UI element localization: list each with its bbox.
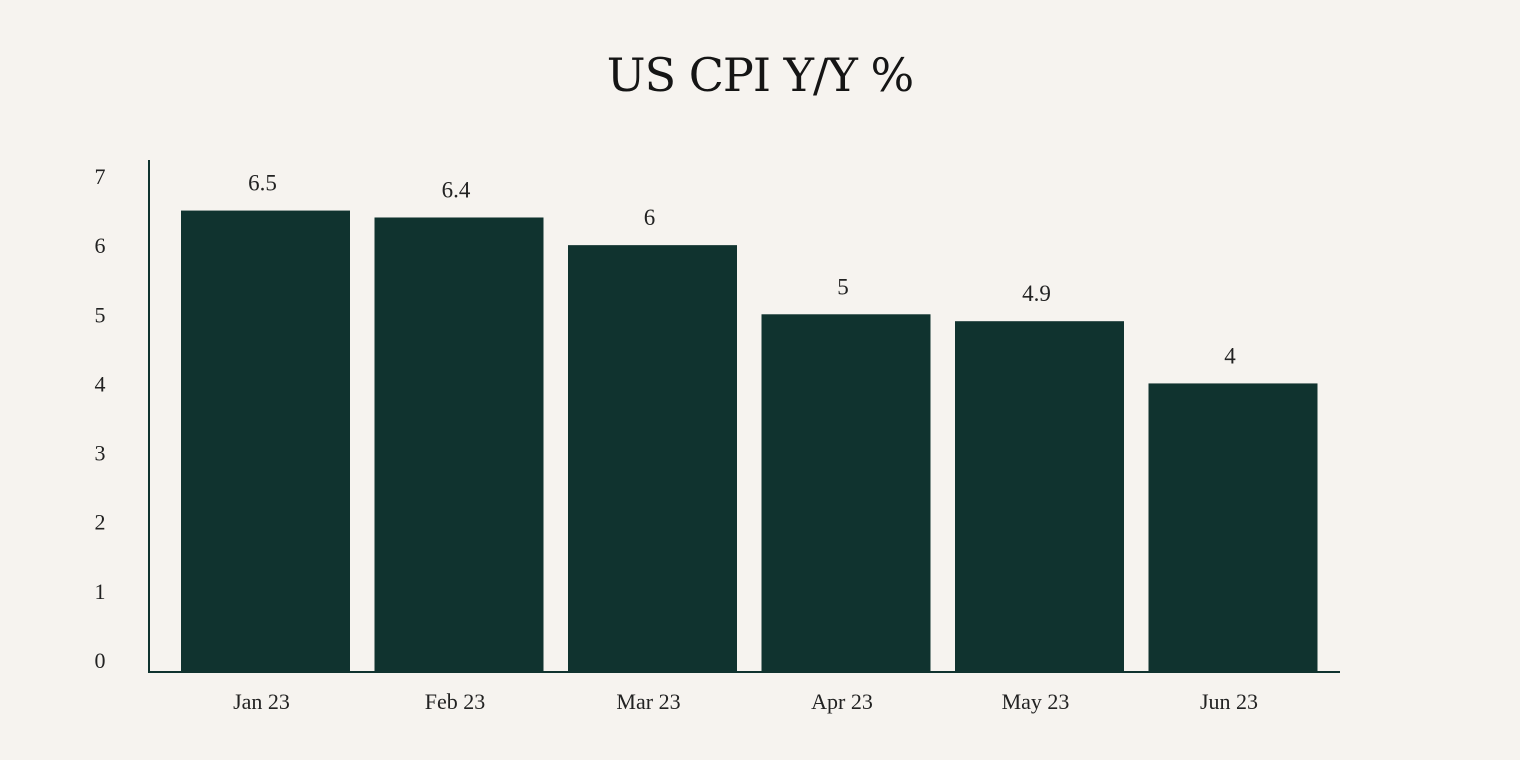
data-label: 4.9 [1022, 281, 1051, 306]
data-label: 5 [837, 274, 849, 299]
value-labels-group: 6.5 6.4 6 5 4.9 4 [248, 171, 1236, 369]
data-label: 6.5 [248, 171, 277, 196]
bar [1148, 383, 1318, 672]
data-label: 4 [1224, 343, 1236, 368]
chart-title: US CPI Y/Y % [606, 48, 914, 102]
bar [568, 245, 737, 672]
x-tick-label: Apr 23 [811, 689, 873, 714]
x-axis-labels: Jan 23 Feb 23 Mar 23 Apr 23 May 23 Jun 23 [233, 689, 1258, 714]
data-label: 6.4 [442, 177, 471, 202]
y-tick-label: 2 [95, 510, 106, 535]
y-tick-label: 0 [95, 648, 106, 673]
x-tick-label: Jun 23 [1200, 689, 1258, 714]
y-tick-label: 4 [95, 371, 106, 396]
x-tick-label: Jan 23 [233, 689, 290, 714]
y-tick-label: 1 [95, 579, 106, 604]
bar [761, 314, 931, 672]
x-tick-label: Feb 23 [425, 689, 486, 714]
bar [374, 217, 544, 672]
y-tick-label: 3 [95, 441, 106, 466]
y-axis-ticks: 0 1 2 3 4 5 6 7 [95, 164, 106, 673]
bars-group [181, 210, 1318, 673]
x-tick-label: Mar 23 [616, 689, 680, 714]
y-tick-label: 7 [95, 164, 106, 189]
x-tick-label: May 23 [1002, 689, 1070, 714]
bar [181, 210, 350, 673]
data-label: 6 [644, 205, 656, 230]
y-tick-label: 6 [95, 233, 106, 258]
y-tick-label: 5 [95, 302, 106, 327]
bar [955, 321, 1124, 672]
